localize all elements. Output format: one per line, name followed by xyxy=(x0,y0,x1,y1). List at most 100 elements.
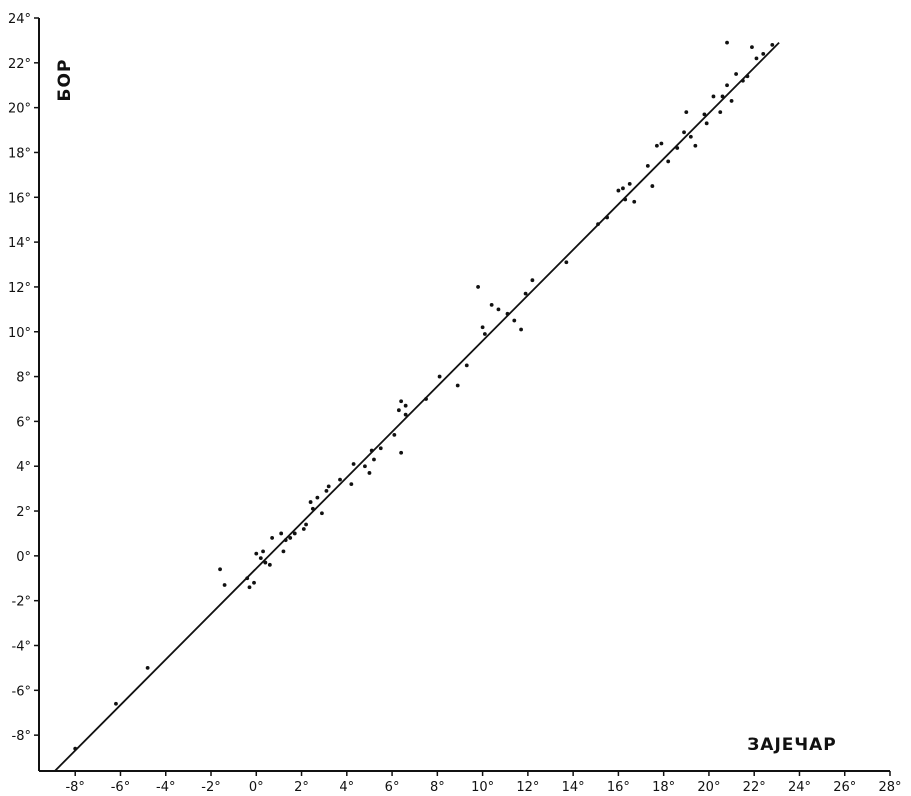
data-point xyxy=(392,432,397,437)
y-tick-label: 18° xyxy=(8,146,31,161)
data-point xyxy=(632,199,637,204)
data-point xyxy=(596,222,600,227)
data-point xyxy=(523,291,528,296)
y-tick-label: 0° xyxy=(16,550,31,565)
data-point xyxy=(363,464,367,469)
data-point xyxy=(530,278,535,283)
data-point xyxy=(650,184,655,188)
data-point xyxy=(675,146,680,150)
x-tick-label: 6° xyxy=(385,780,400,795)
data-point xyxy=(704,121,709,126)
fit-line xyxy=(54,42,780,772)
data-point xyxy=(605,215,609,220)
data-point xyxy=(519,327,523,332)
data-point xyxy=(702,112,707,117)
x-tick-label: 2° xyxy=(294,780,309,795)
data-point xyxy=(725,83,729,88)
y-tick-label: -8° xyxy=(12,729,31,744)
data-point xyxy=(720,94,725,99)
data-point xyxy=(399,450,404,455)
data-point xyxy=(258,556,263,560)
data-point xyxy=(378,446,383,451)
data-point xyxy=(718,110,723,115)
data-point xyxy=(621,186,625,191)
data-point xyxy=(754,56,759,61)
data-point xyxy=(369,448,374,453)
y-tick-label: 6° xyxy=(16,415,31,430)
data-point xyxy=(729,99,734,103)
data-point xyxy=(734,72,738,76)
y-tick-label: 12° xyxy=(8,281,31,296)
data-point xyxy=(745,74,750,79)
data-point xyxy=(682,130,686,135)
data-point xyxy=(320,511,324,516)
data-point xyxy=(267,562,272,567)
data-point xyxy=(367,471,372,475)
x-tick-label: 14° xyxy=(562,780,585,795)
data-point xyxy=(349,482,354,487)
data-point xyxy=(263,560,268,565)
data-point xyxy=(399,399,404,404)
data-point xyxy=(292,531,297,536)
x-tick-label: 26° xyxy=(833,780,856,795)
data-point xyxy=(310,506,315,511)
x-tick-label: -6° xyxy=(111,780,130,795)
data-point xyxy=(496,307,501,312)
x-tick-label: -4° xyxy=(156,780,175,795)
x-tick-label: -8° xyxy=(65,780,84,795)
data-point xyxy=(281,549,286,554)
data-point xyxy=(396,408,401,413)
data-point xyxy=(218,567,222,572)
data-point xyxy=(623,197,628,202)
data-point xyxy=(564,260,569,265)
y-tick-label: -2° xyxy=(12,595,31,610)
x-tick-label: 10° xyxy=(471,780,494,795)
data-point xyxy=(711,94,716,99)
data-point xyxy=(666,159,671,164)
y-axis-title: БОР xyxy=(55,59,75,102)
data-point xyxy=(315,495,320,500)
y-tick-label: 20° xyxy=(8,102,31,117)
data-point xyxy=(512,318,517,323)
x-tick-label: 22° xyxy=(743,780,766,795)
data-point xyxy=(464,363,469,368)
data-point xyxy=(437,374,442,379)
data-point xyxy=(288,536,293,540)
data-point xyxy=(308,500,313,504)
data-point xyxy=(740,78,745,83)
data-point xyxy=(301,527,306,531)
data-point xyxy=(114,701,118,706)
data-point xyxy=(761,51,766,56)
data-point xyxy=(222,583,227,587)
data-point xyxy=(627,181,632,186)
x-tick-label: 0° xyxy=(249,780,264,795)
data-point xyxy=(324,488,329,493)
data-point xyxy=(659,141,664,146)
x-tick-label: -2° xyxy=(201,780,220,795)
data-point xyxy=(254,551,259,556)
x-tick-label: 28° xyxy=(878,780,901,795)
x-tick-label: 24° xyxy=(788,780,811,795)
data-point xyxy=(247,585,252,590)
data-point xyxy=(684,110,689,115)
y-tick-label: 24° xyxy=(8,12,31,27)
data-point xyxy=(424,397,428,401)
data-point xyxy=(693,143,698,148)
data-point xyxy=(283,538,288,543)
data-point xyxy=(476,285,480,289)
data-point xyxy=(403,403,408,408)
x-axis-title: ЗАЈЕЧАР xyxy=(747,735,837,755)
data-point xyxy=(455,383,460,388)
y-tick-label: 22° xyxy=(8,57,31,72)
data-point xyxy=(645,164,650,168)
data-point xyxy=(654,143,659,148)
data-point xyxy=(505,311,510,316)
y-tick-label: 14° xyxy=(8,236,31,251)
data-point xyxy=(270,536,275,540)
data-point xyxy=(616,188,621,193)
x-tick-label: 20° xyxy=(697,780,720,795)
y-tick-label: -4° xyxy=(12,640,31,655)
x-tick-label: 18° xyxy=(652,780,675,795)
data-point xyxy=(403,412,408,417)
